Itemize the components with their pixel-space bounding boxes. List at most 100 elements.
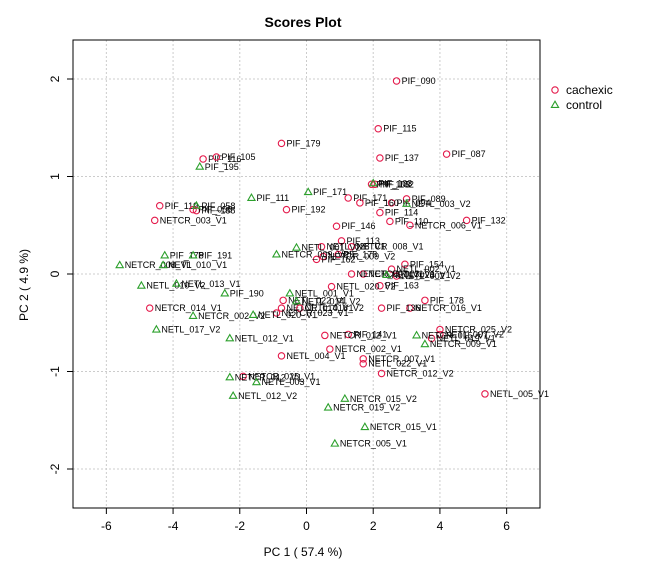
point-label: NETCR_014_V1 (286, 303, 353, 313)
data-point-cachexic (344, 194, 352, 202)
point-label: PIF_105 (221, 152, 255, 162)
data-point-control (303, 187, 313, 196)
data-point-cachexic (272, 309, 281, 317)
point-label: PIF_116 (208, 154, 241, 164)
point-label: PIF_094 (397, 198, 431, 208)
data-point-cachexic (436, 325, 444, 334)
data-point-cachexic (406, 304, 414, 312)
data-point-cachexic (344, 330, 352, 339)
point-label: PIF_058 (201, 201, 235, 211)
point-label: PIF_146 (342, 221, 376, 231)
point-label: NETL_019_V1 (437, 333, 496, 343)
data-point-control (225, 333, 235, 342)
data-point-cachexic (239, 372, 247, 381)
data-point-cachexic (155, 202, 164, 210)
point-label: NETCR_012_V1 (235, 372, 302, 382)
data-point-control (151, 324, 161, 333)
data-point-cachexic (374, 124, 382, 133)
point-label: NETCR_025_V1 (248, 371, 315, 381)
data-point-control (323, 402, 333, 411)
data-point-cachexic (359, 355, 367, 363)
x-tick-label: 6 (503, 519, 510, 533)
x-tick-label: -6 (101, 519, 112, 533)
data-point-control (246, 193, 257, 201)
data-point-cachexic (376, 281, 384, 290)
data-point-cachexic (212, 153, 221, 161)
point-label: NETCR_003_V1 (160, 215, 227, 225)
y-axis-label: PC 2 ( 4.9 %) (17, 249, 31, 321)
point-label: NETCR_008_V1 (357, 242, 424, 252)
data-point-cachexic (347, 270, 356, 278)
data-point-control (340, 393, 350, 402)
point-label: NETCR_002_V1 (335, 344, 402, 354)
data-point-cachexic (199, 155, 207, 163)
data-point-control (136, 280, 146, 289)
data-point-control (381, 270, 392, 278)
data-point-cachexic (277, 139, 286, 148)
y-tick-label: -1 (48, 366, 62, 377)
data-point-control (285, 288, 295, 297)
data-point-cachexic (356, 199, 364, 207)
point-label: PIF_090 (402, 76, 436, 86)
data-point-cachexic (402, 195, 411, 203)
chart-title: Scores Plot (264, 14, 341, 30)
point-label: NETCR_009_V2 (281, 250, 348, 260)
point-label: PIF_190 (230, 289, 264, 299)
data-point-cachexic (326, 345, 334, 353)
data-point-cachexic (150, 216, 159, 225)
legend-marker-cachexic (551, 86, 559, 94)
data-point-cachexic (406, 221, 414, 230)
y-tick-label: 2 (48, 75, 62, 82)
data-point-cachexic (359, 270, 367, 278)
axes: -6 -4 -2 0 2 4 6 -2 -1 0 1 2 (48, 39, 541, 533)
legend-marker-control (550, 100, 560, 109)
data-point-cachexic (359, 359, 367, 368)
point-label: PIF_089 (412, 194, 446, 204)
point-label: PIF_188 (201, 206, 235, 216)
point-label: NETL_016_V2 (305, 303, 364, 313)
point-label: PIF_137 (385, 153, 419, 163)
y-tick-label: 1 (48, 173, 62, 180)
data-point-control (291, 242, 302, 251)
point-label: PIF_119 (165, 201, 198, 211)
data-point-control (191, 200, 201, 209)
data-point-control (291, 296, 302, 305)
point-label: NETL_012_V2 (238, 391, 297, 401)
point-label: NETL_028_V1 (392, 270, 451, 280)
point-label: NETCR_015_V2 (350, 394, 417, 404)
data-point-cachexic (376, 154, 384, 162)
data-point-control (402, 198, 412, 207)
point-label: PIF_115 (383, 124, 416, 134)
data-point-cachexic (189, 205, 197, 214)
point-label: PIF_103 (377, 179, 411, 189)
data-point-cachexic (481, 390, 489, 398)
data-point-control (195, 161, 205, 170)
point-label: PIF_171 (313, 187, 347, 197)
point-label: NETL_010_V1 (168, 260, 227, 270)
point-label: PIF_160 (365, 198, 399, 208)
data-point-cachexic (371, 180, 379, 189)
data-point-cachexic (421, 296, 429, 305)
data-point-control (171, 278, 181, 287)
point-label: PIF_114 (385, 208, 418, 218)
data-point-cachexic (279, 296, 287, 305)
point-label: NETCR_016_V1 (415, 303, 482, 313)
point-label: PIF_154 (410, 259, 444, 269)
point-label: PIF_178 (343, 250, 377, 260)
data-point-cachexic (386, 217, 394, 226)
point-label: NETCR_007_V1 (368, 354, 435, 364)
data-point-control (251, 377, 262, 386)
x-tick-label: -4 (168, 519, 179, 533)
data-point-control (188, 250, 198, 259)
point-label: NETL_017_V2 (161, 325, 220, 335)
data-point-cachexic (377, 304, 386, 312)
data-point-control (360, 422, 370, 431)
point-label: NETCR_006_V1 (415, 220, 482, 230)
x-tick-label: -2 (234, 519, 245, 533)
point-label: PIF_113 (347, 236, 380, 246)
point-label: NETL_013_V1 (181, 279, 240, 289)
point-label: NETL_002_V1 (397, 264, 456, 274)
data-point-cachexic (327, 282, 336, 291)
point-label: NETCR_014_V1 (155, 303, 222, 313)
